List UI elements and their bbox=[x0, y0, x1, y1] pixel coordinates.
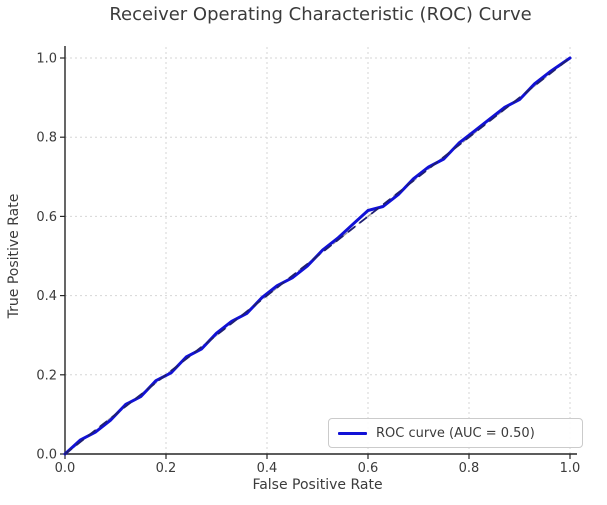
x-tick-label: 0.2 bbox=[156, 461, 177, 476]
y-axis-label: True Positive Rate bbox=[6, 193, 22, 319]
x-tick-label: 0.4 bbox=[257, 461, 278, 476]
x-axis-label: False Positive Rate bbox=[252, 477, 383, 493]
x-tick-label: 0.0 bbox=[55, 461, 76, 476]
y-tick-label: 0.2 bbox=[36, 368, 57, 383]
y-tick-label: 0.6 bbox=[36, 210, 57, 225]
legend-line-sample bbox=[338, 431, 367, 435]
y-tick-label: 0.4 bbox=[36, 289, 57, 304]
chance-diagonal-over bbox=[64, 57, 571, 455]
y-tick-label: 1.0 bbox=[36, 52, 57, 67]
x-tick-label: 1.0 bbox=[560, 461, 581, 476]
y-tick-label: 0.8 bbox=[36, 131, 57, 146]
y-tick-label: 0.0 bbox=[36, 448, 57, 463]
legend: ROC curve (AUC = 0.50) bbox=[328, 418, 583, 448]
x-tick-label: 0.8 bbox=[459, 461, 480, 476]
x-tick-label: 0.6 bbox=[358, 461, 379, 476]
legend-label: ROC curve (AUC = 0.50) bbox=[376, 425, 535, 441]
chart-title: Receiver Operating Characteristic (ROC) … bbox=[109, 4, 532, 25]
